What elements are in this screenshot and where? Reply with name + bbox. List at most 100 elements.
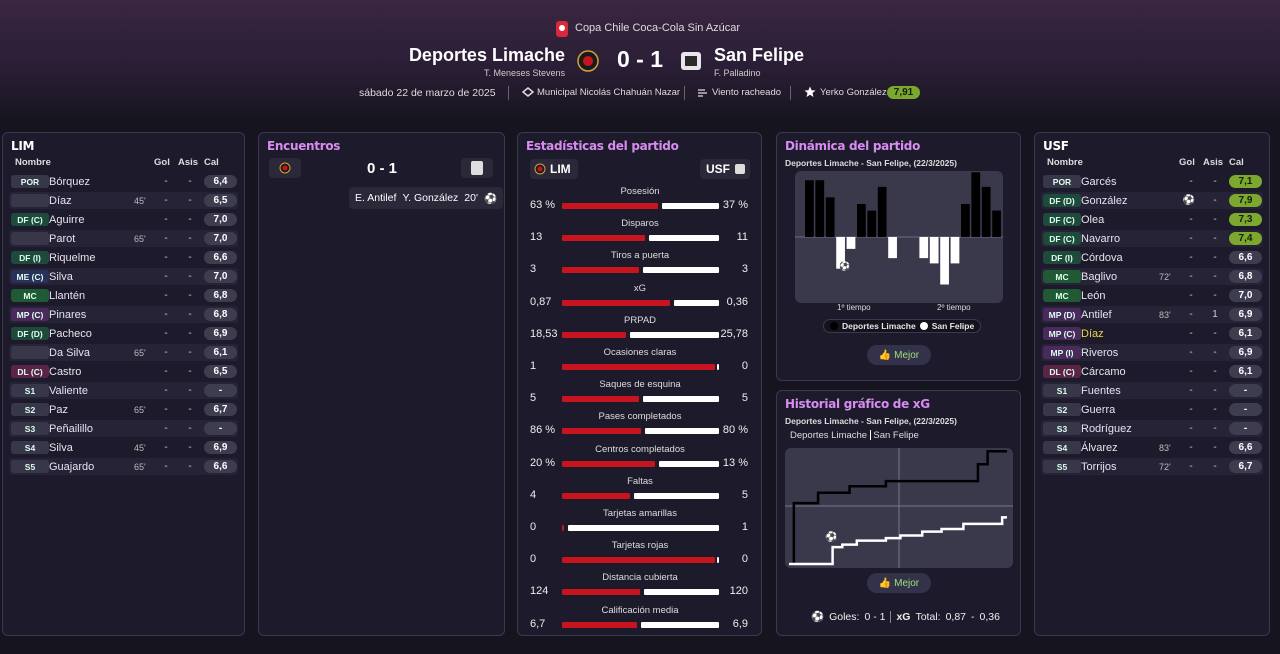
stat-label: xG	[633, 282, 647, 294]
player-name: Rodríguez	[1081, 422, 1132, 435]
rating: 6,8	[1229, 270, 1262, 283]
column-header: Asis	[1203, 157, 1224, 168]
player-name: Valiente	[49, 384, 88, 397]
player-name: Olea	[1081, 213, 1105, 226]
goals: -	[1189, 252, 1193, 263]
home-value: 6,7	[530, 617, 546, 630]
position-badge: MC	[1043, 289, 1081, 302]
player-name: Pacheco	[49, 327, 92, 340]
assists: -	[188, 423, 192, 434]
player-name: Silva	[49, 441, 73, 454]
home-value: 20 %	[530, 456, 556, 469]
column-header: Asis	[178, 157, 199, 168]
rating: 6,5	[204, 365, 237, 378]
home-xg: 0,87	[945, 610, 967, 623]
assists: -	[188, 176, 192, 187]
away-value: 6,9	[732, 617, 748, 630]
rating: 6,6	[1229, 441, 1262, 454]
home-value: 1	[530, 360, 537, 372]
best-button[interactable]: 👍 Mejor	[867, 573, 931, 593]
goals: -	[164, 404, 168, 415]
player-row: DF (I) Córdova - - 6,6	[1041, 249, 1263, 266]
stat-label: Tarjetas amarillas	[603, 508, 677, 519]
position-badge: DF (C)	[11, 213, 49, 226]
goals: -	[1189, 347, 1193, 358]
panel-title: Encuentros	[267, 139, 341, 153]
rating: 6,7	[204, 403, 237, 416]
column-header: Cal	[1229, 157, 1244, 168]
best-button[interactable]: 👍 Mejor	[867, 345, 931, 365]
away-bar	[642, 267, 719, 274]
player-name: Fuentes	[1081, 384, 1121, 397]
assists: -	[188, 385, 192, 396]
home-bar	[562, 299, 671, 306]
stat-label: Tarjetas rojas	[611, 540, 669, 552]
goals: 0 - 1	[864, 610, 886, 623]
player-row: DF (C) Navarro - - 7,4	[1041, 230, 1263, 247]
goal-event: E. Antilef Y. González 20' ⚽	[349, 187, 504, 209]
momentum-bar	[815, 180, 825, 237]
player-row: DF (D) González ⚽ - 7,9	[1041, 192, 1263, 209]
away-value: 0,36	[726, 295, 748, 308]
sub-minute: 65'	[134, 347, 146, 358]
player-name: Riquelme	[49, 251, 96, 264]
player-name: Silva	[49, 270, 73, 283]
rating: 6,1	[1229, 365, 1262, 378]
home-bar	[562, 492, 630, 499]
away-bar	[658, 460, 719, 467]
rating: 7,3	[1229, 213, 1262, 226]
goals: -	[1189, 423, 1193, 434]
goals: -	[1189, 271, 1193, 282]
assists: -	[188, 309, 192, 320]
half-label: 2º tiempo	[937, 303, 971, 312]
position-badge: MC	[11, 289, 49, 302]
momentum-bar	[857, 204, 866, 237]
stat-label: Faltas	[627, 475, 653, 487]
rating: -	[1229, 384, 1262, 397]
cup-icon	[556, 21, 568, 37]
rating: -	[204, 384, 237, 397]
goals: -	[1189, 385, 1193, 396]
assists: -	[1213, 423, 1217, 434]
player-row: DL (C) Cárcamo - - 6,1	[1041, 363, 1263, 380]
goals: -	[164, 214, 168, 225]
goals: -	[164, 328, 168, 339]
goals: -	[1189, 461, 1193, 472]
sub-minute: 45'	[134, 195, 146, 206]
goals: -	[1189, 290, 1193, 301]
player-row: MC Baglivo 72' - - 6,8	[1041, 268, 1263, 285]
home-bar	[562, 621, 638, 628]
away-value: 13 %	[722, 456, 748, 469]
assists: -	[188, 442, 192, 453]
player-row: MP (D) Antilef 83' - 1 6,9	[1041, 306, 1263, 323]
total-label: Total:	[915, 610, 941, 623]
rating: 6,7	[1229, 460, 1262, 473]
stat-label: PRPAD	[623, 314, 657, 326]
player-row: DF (C) Aguirre - - 7,0	[9, 211, 238, 228]
rating: 6,8	[204, 289, 237, 302]
stats-panel: Estadísticas del partido LIM USF Posesió…	[517, 132, 762, 636]
stat-label: Pases completados	[598, 411, 682, 423]
xg-panel: Historial gráfico de xG Deportes Limache…	[776, 390, 1021, 636]
rating: 7,1	[1229, 175, 1262, 188]
rating: 6,1	[1229, 327, 1262, 340]
player-name: Navarro	[1081, 232, 1121, 245]
goals: -	[164, 347, 168, 358]
separator	[890, 610, 892, 623]
rating: 6,6	[1229, 251, 1262, 264]
legend: Deportes Limache San Felipe	[823, 319, 982, 333]
player-row: ME (C) Silva - - 7,0	[9, 268, 238, 285]
player-name: Baglivo	[1081, 270, 1118, 283]
player-name: León	[1081, 289, 1106, 302]
goals: -	[164, 442, 168, 453]
assists: -	[1213, 328, 1217, 339]
stadium-icon	[522, 87, 534, 97]
position-badge: DF (C)	[1043, 232, 1081, 245]
away-crest-box	[461, 158, 493, 178]
player-name: Da Silva	[49, 346, 90, 359]
home-value: 13	[530, 231, 543, 244]
home-value: 3	[530, 263, 537, 276]
away-bar	[643, 589, 719, 596]
player-name: Díaz	[1081, 327, 1104, 340]
home-bar	[562, 460, 655, 467]
